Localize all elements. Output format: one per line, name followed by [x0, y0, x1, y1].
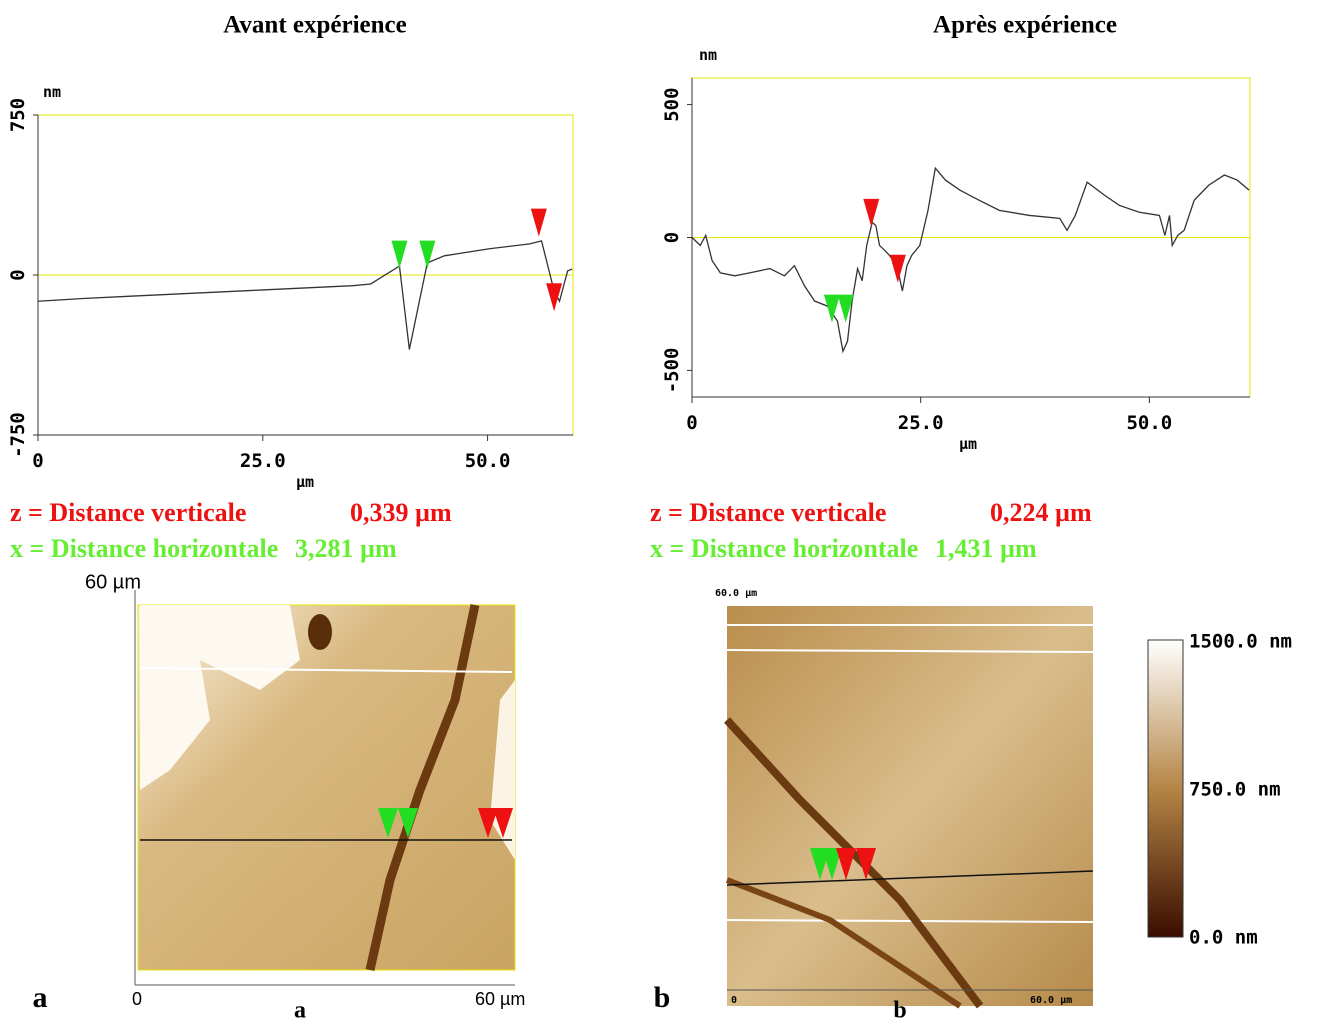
x-axis-label: µm	[959, 435, 977, 453]
x-axis-label: µm	[296, 473, 314, 491]
cursor-marker	[530, 208, 547, 237]
x-tick-label: 50.0	[465, 450, 511, 472]
colorbar-label: 750.0 nm	[1189, 779, 1281, 801]
vertical-distance-value: 0,224 µm	[990, 498, 1092, 527]
x-tick-label: 50.0	[1126, 412, 1172, 434]
y-axis-label: nm	[43, 83, 61, 101]
cursor-marker	[889, 254, 906, 283]
axis-end-label: 60 µm	[475, 989, 525, 1009]
image-caption: b	[893, 998, 906, 1019]
horizontal-distance-value: 3,281 µm	[295, 534, 397, 563]
vertical-distance-label: z = Distance verticale	[10, 498, 246, 527]
chart-title: Avant expérience	[223, 12, 407, 39]
scale-label: 60 µm	[85, 571, 141, 593]
colorbar	[1147, 639, 1184, 938]
y-tick-label: 0	[661, 232, 683, 243]
axis-start-label: 0	[132, 989, 142, 1009]
colorbar-label: 1500.0 nm	[1189, 631, 1292, 653]
vertical-distance-value: 0,339 µm	[350, 498, 452, 527]
y-tick-label: -500	[661, 348, 683, 394]
cursor-marker	[823, 294, 840, 323]
y-tick-label: 0	[7, 269, 29, 280]
profile-line	[691, 166, 1250, 354]
axis-end-label: 60.0 µm	[1030, 995, 1072, 1006]
y-tick-label: 500	[661, 87, 683, 121]
cursor-marker	[391, 240, 408, 269]
cursor-marker	[546, 283, 563, 312]
scale-label: 60.0 µm	[715, 588, 757, 599]
profile-line	[37, 240, 573, 350]
y-tick-label: 750	[7, 98, 29, 132]
axis-start-label: 0	[731, 995, 737, 1006]
y-axis-label: nm	[699, 46, 717, 64]
afm-image-a	[134, 590, 516, 986]
colorbar-label: 0.0 nm	[1189, 927, 1258, 949]
chart-title: Après expérience	[933, 12, 1117, 39]
image-caption: a	[294, 998, 306, 1019]
horizontal-distance-label: x = Distance horizontale	[10, 534, 278, 563]
x-tick-label: 25.0	[898, 412, 944, 434]
cursor-marker	[419, 240, 436, 269]
panel-letter: a	[33, 981, 48, 1014]
cursor-marker	[837, 294, 854, 323]
afm-image-b	[724, 606, 1094, 1009]
x-tick-label: 25.0	[240, 450, 286, 472]
x-tick-label: 0	[686, 412, 697, 434]
x-tick-label: 0	[32, 450, 43, 472]
panel-letter: b	[654, 981, 671, 1014]
vertical-distance-label: z = Distance verticale	[650, 498, 886, 527]
cursor-marker	[863, 198, 880, 227]
horizontal-distance-label: x = Distance horizontale	[650, 534, 918, 563]
y-tick-label: -750	[7, 412, 29, 458]
horizontal-distance-value: 1,431 µm	[935, 534, 1037, 563]
